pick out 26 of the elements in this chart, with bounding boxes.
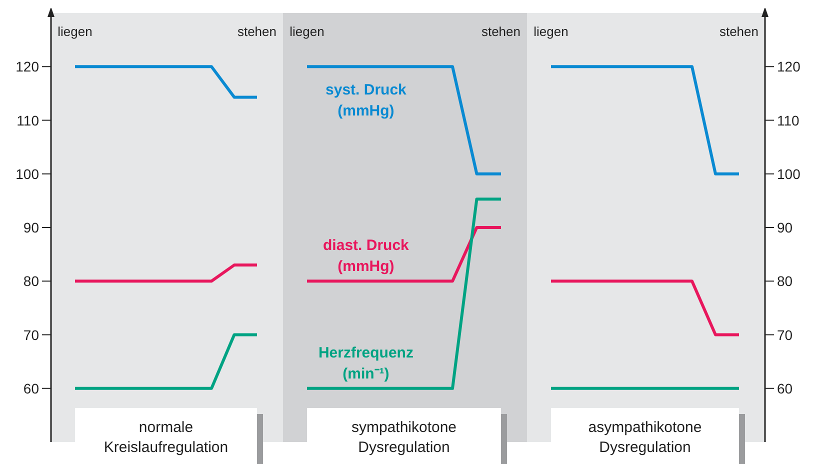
x-tick-label: stehen [719,24,759,39]
y2-tick-label: 120 [777,58,801,75]
series-label: diast. Druck (mmHg) [323,237,410,276]
x-tick-label: liegen [58,24,92,39]
x-tick-label: liegen [534,24,568,39]
text: normale Kreislaufregulation [104,419,228,456]
text: asympathikotone Dysregulation [588,419,702,456]
y2-tick-label: 70 [777,326,793,343]
y-tick-label: 70 [23,326,40,343]
text: sympathikotone Dysregulation [351,419,457,456]
x-tick-label: stehen [481,24,521,39]
y-tick-label: 80 [23,273,40,290]
x-tick-label: liegen [290,24,324,39]
y2-tick-label: 60 [777,380,793,396]
series-label: Herzfrequenz (min⁻¹) [318,344,414,382]
series-label: syst. Druck (mmHg) [326,82,408,120]
y2-tick-label: 110 [777,112,800,128]
y2-tick-label: 80 [777,273,793,290]
y2-tick-label: 100 [777,166,801,182]
y-tick-label: 90 [23,220,40,236]
y-tick-label: 60 [23,380,40,396]
y2-tick-label: 90 [777,220,793,236]
y-tick-label: 110 [16,112,40,128]
x-tick-label: stehen [237,24,277,39]
y-tick-label: 120 [16,58,40,75]
y-tick-label: 100 [16,166,40,182]
